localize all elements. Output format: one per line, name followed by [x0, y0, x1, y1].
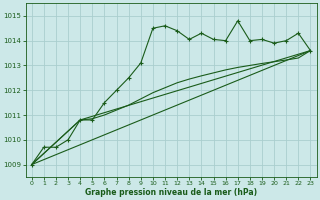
X-axis label: Graphe pression niveau de la mer (hPa): Graphe pression niveau de la mer (hPa): [85, 188, 257, 197]
